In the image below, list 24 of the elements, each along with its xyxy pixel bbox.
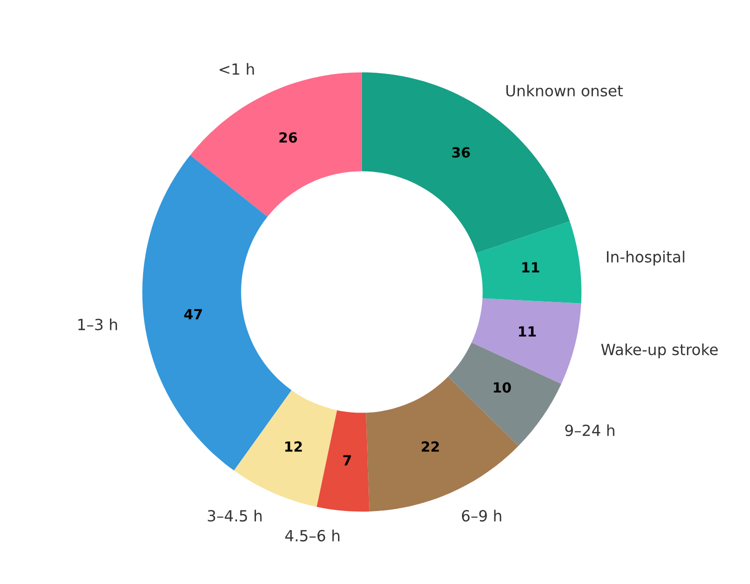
donut-slice: [366, 376, 518, 512]
slice-label: Unknown onset: [506, 84, 623, 96]
donut-slice: [472, 298, 582, 384]
slice-label: <1 h: [220, 63, 254, 75]
slice-label: Wake-up stroke: [601, 343, 718, 358]
slice-label: In-hospital: [606, 250, 684, 266]
donut-slice: [234, 390, 338, 507]
data-label: 26: [279, 132, 297, 143]
donut-slice: [448, 342, 562, 446]
data-label: 11: [519, 326, 536, 337]
slice-label: 3–4.5 h: [208, 510, 262, 522]
data-label: 12: [285, 441, 302, 452]
slice-label: 9–24 h: [565, 424, 614, 436]
data-label: 36: [452, 147, 470, 158]
slice-label: 6–9 h: [462, 510, 502, 522]
slice-label: 1–3 h: [78, 318, 117, 330]
data-label: 10: [494, 382, 511, 393]
data-label: 47: [184, 309, 202, 320]
donut-slice: [476, 221, 582, 304]
data-label: 7: [343, 455, 351, 466]
data-label: 22: [422, 441, 439, 452]
data-label: 11: [522, 262, 540, 272]
slice-label: 4.5–6 h: [285, 530, 340, 542]
donut-slice: [316, 410, 370, 512]
